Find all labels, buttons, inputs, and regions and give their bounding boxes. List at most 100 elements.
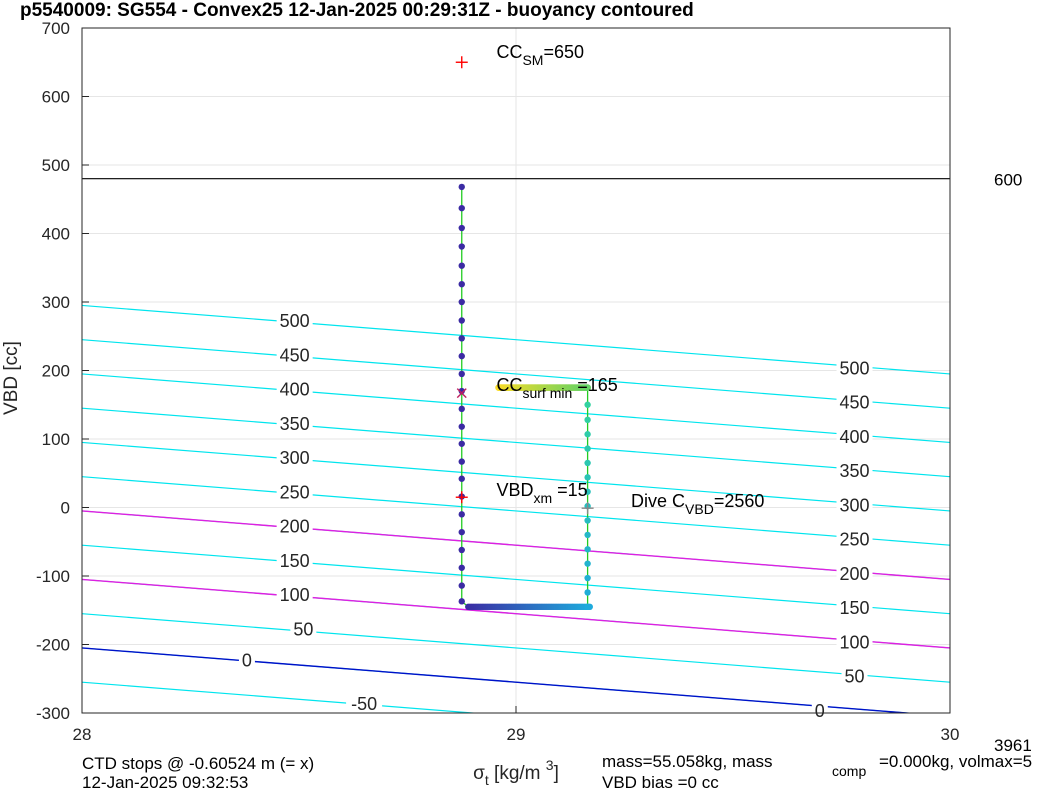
annotation-base: CC	[496, 375, 522, 395]
annotation-sub: xm	[533, 490, 552, 506]
contour-zero-blue	[82, 647, 916, 713]
x-label-unit: [kg/m	[489, 763, 546, 784]
dive-track	[458, 183, 593, 611]
x-tick-label: 29	[507, 725, 526, 744]
contour-cyan	[82, 373, 950, 444]
climb-point	[584, 459, 591, 467]
contour-cyan	[82, 476, 950, 546]
footer-mass-comp: comp	[832, 763, 866, 779]
climb-point	[584, 517, 591, 524]
y-tick-label: 200	[42, 362, 70, 381]
y-tick-label: -300	[36, 704, 70, 723]
chart-title: p5540009: SG554 - Convex25 12-Jan-2025 0…	[20, 0, 694, 21]
y-tick-label: -200	[36, 636, 70, 655]
annotation-sub: SM	[522, 52, 543, 68]
y-tick-label: 400	[42, 225, 70, 244]
contour-label: 450	[839, 393, 869, 413]
contour-label-bg	[836, 391, 873, 412]
contour-label-bg	[836, 460, 873, 481]
contour-cyan	[82, 613, 950, 683]
x-label-close: ]	[554, 763, 559, 784]
max-vbd-label: 600	[994, 171, 1022, 190]
contour-label: 400	[280, 380, 310, 400]
contour-label: 0	[815, 701, 825, 721]
contour-label: 100	[839, 632, 869, 652]
x-tick-label: 30	[941, 725, 960, 744]
contour-label: 400	[839, 427, 869, 447]
contour-label: 200	[280, 517, 310, 537]
contour-label-bg	[276, 310, 313, 331]
contour-label-bg	[836, 357, 873, 378]
footer-corner-number: 3961	[994, 736, 1032, 755]
annotation-base: VBD	[496, 480, 533, 500]
contour-label-bg	[276, 584, 313, 605]
annotation-value: =2560	[714, 491, 765, 511]
dive-point	[458, 243, 465, 250]
y-tick-label: -100	[36, 567, 70, 586]
contour-labels: 500450400350300250200150100500-505004504…	[238, 310, 873, 721]
contour-label-bg	[238, 649, 255, 670]
annotation-value: =15	[552, 480, 588, 500]
climb-point	[584, 574, 591, 582]
contour-label: 450	[280, 345, 310, 365]
footer-date: 12-Jan-2025 09:32:53	[82, 773, 248, 790]
contour-cyan	[82, 441, 950, 512]
contour-label: 150	[280, 551, 310, 571]
dive-point	[458, 423, 465, 430]
x-axis-label: σt [kg/m 3]	[473, 757, 559, 788]
mass-comp-sub: comp	[832, 763, 866, 779]
contour-label: 350	[280, 414, 310, 434]
annotation-label: Dive CVBD=2560	[631, 491, 764, 517]
dive-point	[458, 475, 465, 482]
annotation-label: VBDxm =15	[496, 480, 587, 506]
y-tick-label: 600	[42, 88, 70, 107]
contour-magenta	[82, 510, 950, 581]
climb-point	[584, 431, 591, 438]
dive-point	[458, 352, 465, 360]
x-label-sub: t	[485, 772, 489, 788]
contour-cyan	[82, 407, 950, 478]
dive-point	[458, 440, 465, 447]
contour-label: 500	[280, 311, 310, 331]
climb-point	[584, 488, 591, 495]
dive-point	[458, 183, 465, 191]
contour-cyan	[82, 681, 481, 713]
contour-label: 0	[242, 650, 252, 670]
contour-label-bg	[836, 494, 873, 515]
dive-point	[458, 224, 465, 232]
contour-label: 150	[839, 598, 869, 618]
contour-cyan	[82, 544, 950, 615]
contour-label-bg	[276, 412, 313, 433]
x-tick-label: 28	[73, 725, 92, 744]
annotation-label: CCSM=650	[496, 42, 584, 68]
contour-label-bg	[346, 693, 383, 714]
climb-point	[584, 445, 591, 452]
contour-label-bg	[841, 665, 868, 686]
y-axis-label: VBD [cc]	[1, 341, 22, 415]
contour-label-bg	[276, 447, 313, 468]
contour-label-bg	[276, 378, 313, 399]
dive-point	[458, 204, 465, 212]
contour-label-bg	[276, 481, 313, 502]
climb-point	[584, 603, 591, 611]
dive-point	[458, 511, 465, 518]
annotation-sub: surf min	[522, 385, 572, 401]
dive-point	[458, 370, 465, 378]
footer-volmax: =0.000kg, volmax=5	[879, 752, 1032, 771]
dive-point	[458, 317, 465, 324]
contour-lines	[82, 304, 950, 713]
contour-label-bg	[290, 618, 317, 639]
y-tick-label: 700	[42, 19, 70, 38]
contour-label: 350	[839, 461, 869, 481]
contour-label: 50	[845, 667, 865, 687]
contour-cyan	[82, 304, 950, 375]
climb-point	[584, 474, 591, 481]
x-label-sup: 3	[546, 757, 554, 773]
plot-area: 500450400350300250200150100500-505004504…	[36, 19, 959, 744]
contour-label: 200	[839, 564, 869, 584]
climb-point	[584, 546, 591, 553]
markers	[455, 56, 594, 515]
y-tick-label: 500	[42, 156, 70, 175]
